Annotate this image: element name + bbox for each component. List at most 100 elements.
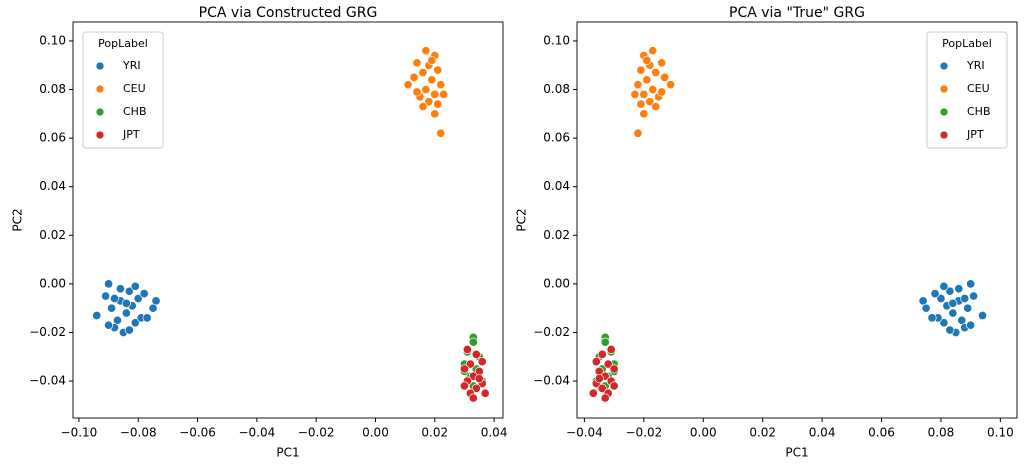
x-axis-label: PC1 <box>276 446 299 460</box>
point <box>462 344 472 355</box>
point <box>603 359 613 369</box>
point <box>480 388 490 398</box>
y-tick-label: −0.04 <box>533 374 570 388</box>
point <box>133 293 143 304</box>
point <box>474 374 484 384</box>
point <box>588 388 598 398</box>
chart-title: PCA via Constructed GRG <box>199 5 378 21</box>
point <box>418 101 428 112</box>
legend-title: PopLabel <box>98 37 148 50</box>
point <box>471 349 481 359</box>
point <box>101 291 111 301</box>
legend-label: CEU <box>123 82 146 95</box>
point <box>945 325 955 335</box>
y-tick-label: 0.02 <box>543 228 570 242</box>
point <box>597 349 607 359</box>
point <box>963 303 973 313</box>
x-tick-label: −0.06 <box>179 426 216 440</box>
point <box>927 313 937 323</box>
point <box>436 128 446 138</box>
point <box>960 293 970 304</box>
point <box>606 344 616 355</box>
point <box>459 381 469 391</box>
legend-marker <box>939 61 949 71</box>
point <box>642 75 652 85</box>
y-tick-label: 0.10 <box>39 33 66 47</box>
point <box>121 308 131 318</box>
point <box>945 286 955 296</box>
point <box>651 67 661 78</box>
x-tick-label: 0.04 <box>809 426 836 440</box>
legend-label: CEU <box>967 82 990 95</box>
point <box>594 374 604 384</box>
y-tick-label: 0.00 <box>39 276 66 290</box>
point <box>471 383 481 393</box>
point <box>921 303 931 313</box>
x-tick-label: 0.10 <box>987 426 1014 440</box>
point <box>433 65 443 75</box>
x-axis-label: PC1 <box>785 446 808 460</box>
x-tick-label: 0.02 <box>421 426 448 440</box>
point <box>104 279 114 289</box>
y-tick-label: −0.02 <box>533 325 570 339</box>
x-tick-label: 0.00 <box>362 426 389 440</box>
point <box>148 303 158 313</box>
point <box>403 80 413 90</box>
point <box>124 286 134 296</box>
y-tick-label: 0.06 <box>543 131 570 145</box>
point <box>468 337 478 347</box>
point <box>597 383 607 393</box>
point <box>948 298 958 308</box>
point <box>124 325 134 335</box>
legend-label: JPT <box>966 128 984 141</box>
point <box>142 313 152 323</box>
x-tick-label: −0.02 <box>625 426 662 440</box>
y-tick-label: 0.06 <box>39 131 66 145</box>
subplot: PCA via "True" GRG −0.04 −0.02 0.00 0.02 0.04… <box>515 5 1018 460</box>
point <box>436 80 446 90</box>
y-tick-label: 0.04 <box>39 179 66 193</box>
point <box>427 75 437 85</box>
chart-title: PCA via "True" GRG <box>729 5 865 21</box>
x-tick-label: −0.02 <box>298 426 335 440</box>
y-tick-label: 0.00 <box>543 276 570 290</box>
point <box>969 291 979 301</box>
legend-marker <box>95 130 105 140</box>
x-tick-label: −0.04 <box>566 426 603 440</box>
x-tick-label: −0.08 <box>120 426 157 440</box>
point <box>409 72 419 82</box>
legend-label: JPT <box>122 128 140 141</box>
point <box>130 318 140 328</box>
point <box>642 55 652 65</box>
legend-marker <box>95 61 105 71</box>
point <box>633 80 643 90</box>
point <box>468 393 478 403</box>
point <box>651 101 661 112</box>
point <box>109 293 120 304</box>
point <box>648 84 658 95</box>
point <box>139 289 149 299</box>
y-tick-label: 0.08 <box>39 82 66 96</box>
y-tick-label: −0.04 <box>29 374 66 388</box>
y-tick-label: 0.08 <box>543 82 570 96</box>
point <box>92 310 102 321</box>
point <box>936 293 946 304</box>
point <box>660 72 670 82</box>
legend-marker <box>95 84 105 94</box>
y-axis-label: PC2 <box>11 208 25 231</box>
legend-label: YRI <box>122 59 141 72</box>
legend-box <box>926 31 1008 149</box>
point <box>477 357 487 367</box>
point <box>418 67 428 78</box>
y-tick-label: 0.04 <box>543 179 570 193</box>
legend-title: PopLabel <box>942 37 992 50</box>
point <box>421 46 431 56</box>
x-tick-label: −0.10 <box>61 426 98 440</box>
point <box>648 46 658 56</box>
point <box>633 128 643 138</box>
legend-marker <box>939 84 949 94</box>
legend-marker <box>95 107 105 117</box>
point <box>966 320 976 330</box>
point <box>657 87 667 97</box>
